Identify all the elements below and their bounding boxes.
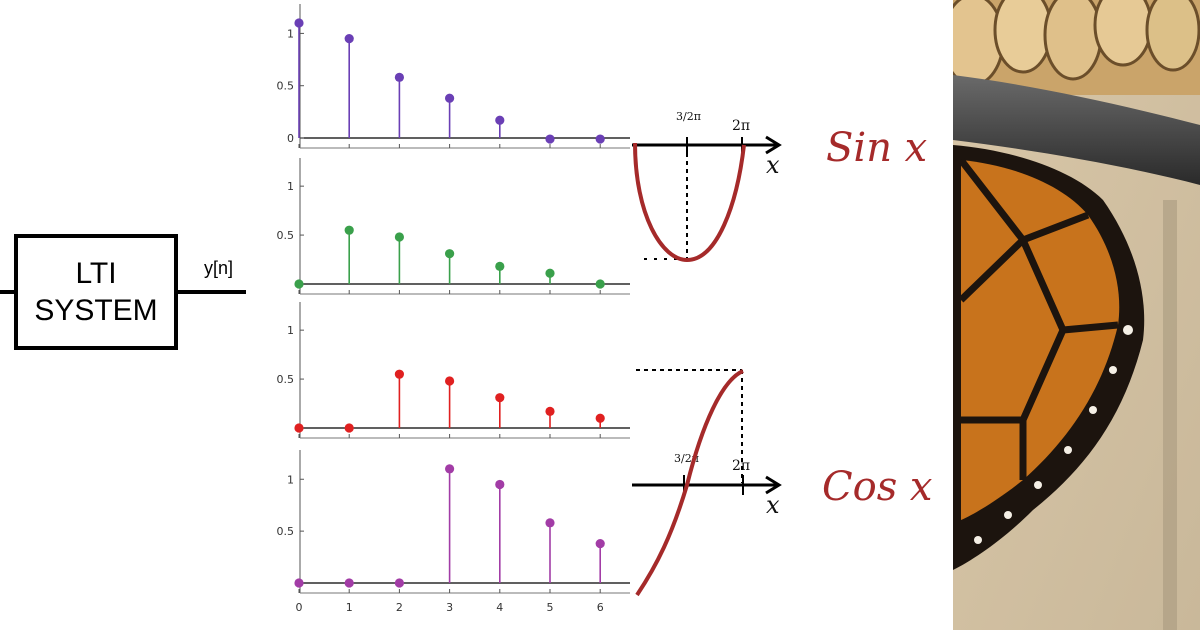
stem-marker-0-3 — [445, 93, 455, 103]
stem-marker-3-6 — [595, 538, 605, 549]
stem-marker-1-2 — [394, 232, 404, 242]
stem-marker-0-0 — [294, 18, 304, 28]
stem-marker-0-6 — [595, 134, 605, 144]
lti-box-line1: LTI — [75, 257, 117, 290]
sin-curve — [633, 142, 746, 263]
butterfly-wing — [953, 145, 1145, 570]
stem-marker-3-1 — [344, 578, 354, 588]
y-tick-label-3-0.5: 0.5 — [277, 525, 295, 538]
x-tick-label-0: 0 — [296, 601, 303, 614]
y-tick-label-2-1: 1 — [287, 324, 294, 337]
y-tick-label-1-0.5: 0.5 — [277, 229, 295, 242]
basket-weave — [953, 0, 1200, 95]
stem-marker-2-3 — [445, 376, 455, 386]
stem-marker-2-2 — [394, 369, 404, 379]
stem-marker-3-2 — [394, 578, 404, 588]
stem-marker-1-5 — [545, 268, 555, 278]
sin-tick-label-2pi: 2π — [732, 118, 750, 134]
stem-marker-3-4 — [495, 479, 505, 490]
stem-marker-1-3 — [445, 249, 455, 259]
x-tick-label-6: 6 — [597, 601, 604, 614]
x-tick-label-1: 1 — [346, 601, 353, 614]
stem-marker-2-6 — [595, 413, 605, 423]
x-tick-label-2: 2 — [396, 601, 403, 614]
y-tick-label-0-1: 1 — [287, 27, 294, 40]
y-tick-label-1-1: 1 — [287, 180, 294, 193]
stem-marker-0-1 — [344, 34, 354, 44]
stem-marker-3-5 — [545, 518, 555, 528]
stem-plots: 0 0.5 1 0.5 1 0.5 1 0.5 1 0 1 2 3 4 5 6 — [277, 4, 630, 614]
input-line — [0, 290, 14, 294]
x-tick-label-5: 5 — [547, 601, 554, 614]
y-tick-label-2-0.5: 0.5 — [277, 373, 295, 386]
sin-label: Sin x — [826, 125, 927, 171]
stem-marker-2-4 — [495, 393, 505, 403]
stem-marker-0-2 — [394, 72, 404, 82]
cos-axis-var: x — [766, 491, 780, 519]
stem-marker-2-1 — [344, 423, 354, 433]
stem-marker-0-4 — [495, 115, 505, 125]
trig-sketch: 3/2π 2π x Sin x 3/2π 2π x Cos x — [632, 110, 933, 597]
sin-axis-arrow — [765, 135, 782, 155]
output-label: y[n] — [204, 258, 234, 278]
stem-marker-2-0 — [294, 423, 304, 433]
stem-marker-0-5 — [545, 134, 555, 144]
y-tick-label-0-0.5: 0.5 — [277, 80, 295, 93]
sin-axis-var: x — [766, 151, 780, 179]
butterfly-photo — [953, 0, 1200, 630]
lti-block-diagram: LTI SYSTEM y[n] — [0, 0, 260, 630]
x-tick-label-4: 4 — [496, 601, 503, 614]
lti-box-line2: SYSTEM — [34, 294, 158, 327]
stem-marker-3-3 — [445, 464, 455, 474]
y-tick-label-0-0: 0 — [287, 132, 294, 145]
cos-curve — [635, 369, 744, 597]
stem-marker-1-6 — [595, 279, 605, 289]
cos-label: Cos x — [822, 464, 933, 510]
y-tick-label-3-1: 1 — [287, 473, 294, 486]
blurred-stem — [1163, 200, 1177, 630]
stem-marker-1-0 — [294, 279, 304, 289]
x-tick-label-3: 3 — [446, 601, 453, 614]
basket-rim — [953, 75, 1200, 185]
stem-marker-3-0 — [294, 578, 304, 588]
cos-axis-arrow — [765, 475, 782, 495]
output-line — [178, 290, 246, 294]
stem-marker-1-1 — [344, 225, 354, 235]
stem-marker-2-5 — [545, 406, 555, 416]
stem-marker-1-4 — [495, 261, 505, 271]
lti-system-box: LTI SYSTEM — [14, 234, 178, 350]
sin-tick-label-3-2pi: 3/2π — [676, 110, 701, 123]
